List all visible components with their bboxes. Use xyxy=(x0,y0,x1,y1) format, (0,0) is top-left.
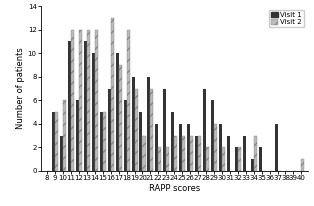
Bar xyxy=(259,147,262,171)
Legend: Visit 1, Visit 2: Visit 1, Visit 2 xyxy=(268,10,304,27)
Bar xyxy=(124,100,127,171)
Bar xyxy=(103,112,106,171)
Bar xyxy=(198,136,201,171)
Bar xyxy=(60,136,63,171)
Bar xyxy=(92,53,95,171)
Bar xyxy=(251,159,254,171)
Bar xyxy=(71,30,74,171)
Bar xyxy=(87,30,90,171)
Bar xyxy=(163,89,166,171)
Bar xyxy=(111,18,114,171)
Bar xyxy=(206,147,209,171)
X-axis label: RAPP scores: RAPP scores xyxy=(149,184,200,193)
Bar xyxy=(243,136,246,171)
Bar xyxy=(238,147,241,171)
Bar xyxy=(68,41,71,171)
Bar xyxy=(55,112,58,171)
Bar xyxy=(190,136,193,171)
Bar xyxy=(179,124,182,171)
Bar xyxy=(84,41,87,171)
Bar xyxy=(166,147,169,171)
Bar xyxy=(301,159,304,171)
Y-axis label: Number of patients: Number of patients xyxy=(16,48,25,129)
Bar xyxy=(139,112,143,171)
Bar xyxy=(214,124,217,171)
Bar xyxy=(150,89,154,171)
Bar xyxy=(119,65,122,171)
Bar xyxy=(158,147,161,171)
Bar xyxy=(108,89,111,171)
Bar xyxy=(52,112,55,171)
Bar xyxy=(174,136,177,171)
Bar xyxy=(100,112,103,171)
Bar xyxy=(116,53,119,171)
Bar xyxy=(171,112,174,171)
Bar xyxy=(211,100,214,171)
Bar xyxy=(195,136,198,171)
Bar xyxy=(203,89,206,171)
Bar xyxy=(187,124,190,171)
Bar xyxy=(222,147,225,171)
Bar xyxy=(227,136,230,171)
Bar xyxy=(274,124,278,171)
Bar xyxy=(143,136,145,171)
Bar xyxy=(127,30,130,171)
Bar xyxy=(135,89,138,171)
Bar xyxy=(132,77,135,171)
Bar xyxy=(76,100,79,171)
Bar xyxy=(95,30,98,171)
Bar xyxy=(254,136,257,171)
Bar xyxy=(155,124,158,171)
Bar xyxy=(79,30,82,171)
Bar xyxy=(235,147,238,171)
Bar xyxy=(219,124,222,171)
Bar xyxy=(147,77,150,171)
Bar xyxy=(182,136,185,171)
Bar xyxy=(63,100,66,171)
